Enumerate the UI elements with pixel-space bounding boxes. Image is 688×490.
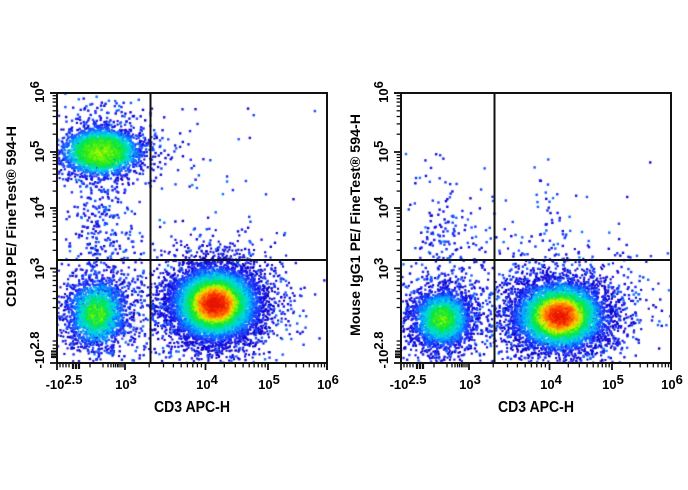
svg-text:106: 106 bbox=[371, 81, 391, 103]
svg-text:104: 104 bbox=[196, 372, 218, 392]
svg-text:106: 106 bbox=[317, 372, 339, 392]
svg-text:106: 106 bbox=[27, 81, 47, 103]
svg-text:105: 105 bbox=[602, 372, 624, 392]
svg-text:105: 105 bbox=[27, 141, 47, 163]
svg-text:103: 103 bbox=[27, 258, 47, 280]
svg-text:-102.8: -102.8 bbox=[27, 332, 47, 369]
svg-text:103: 103 bbox=[371, 258, 391, 280]
svg-text:Fin: Fin bbox=[115, 311, 151, 348]
svg-text:104: 104 bbox=[540, 372, 562, 392]
svg-text:CD3 APC-H: CD3 APC-H bbox=[154, 399, 230, 416]
svg-text:CD19 PE/ FineTest® 594-H: CD19 PE/ FineTest® 594-H bbox=[4, 126, 19, 307]
svg-text:106: 106 bbox=[661, 372, 683, 392]
svg-text:104: 104 bbox=[371, 196, 391, 218]
svg-text:105: 105 bbox=[258, 372, 280, 392]
svg-text:-102.8: -102.8 bbox=[371, 332, 391, 369]
svg-text:-102.5: -102.5 bbox=[46, 372, 83, 392]
svg-text:-102.5: -102.5 bbox=[390, 372, 427, 392]
svg-text:103: 103 bbox=[115, 372, 137, 392]
svg-text:CD3 APC-H: CD3 APC-H bbox=[498, 399, 574, 416]
svg-text:Mouse IgG1 PE/ FineTest® 594-H: Mouse IgG1 PE/ FineTest® 594-H bbox=[348, 114, 363, 336]
svg-text:103: 103 bbox=[459, 372, 481, 392]
svg-text:105: 105 bbox=[371, 141, 391, 163]
svg-text:104: 104 bbox=[27, 196, 47, 218]
